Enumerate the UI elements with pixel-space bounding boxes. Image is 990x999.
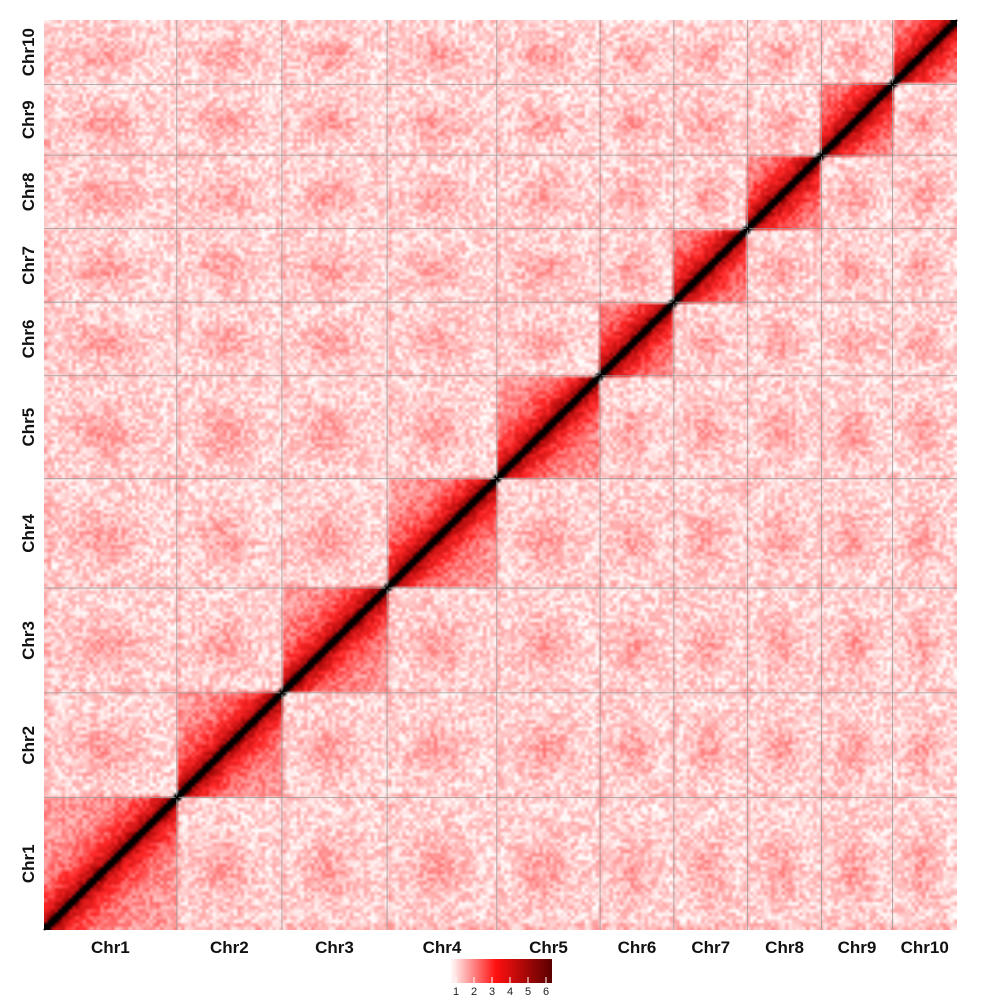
y-tick-label: Chr2 xyxy=(19,726,38,765)
x-tick-label: Chr10 xyxy=(901,938,949,957)
color-scale-tick-label: 5 xyxy=(525,986,531,998)
color-scale-tick-label: 2 xyxy=(471,986,477,998)
contact-matrix xyxy=(43,19,958,931)
y-tick-label: Chr9 xyxy=(19,100,38,139)
x-tick-label: Chr8 xyxy=(765,938,804,957)
x-axis-tick-labels: Chr1 Chr2 Chr3 Chr4 Chr5 Chr6 Chr7 Chr8 Chr9 Chr1… xyxy=(91,938,949,957)
y-tick-label: Chr10 xyxy=(19,28,38,76)
x-tick-label: Chr2 xyxy=(210,938,249,957)
x-tick-label: Chr7 xyxy=(691,938,730,957)
y-tick-label: Chr6 xyxy=(19,320,38,359)
color-scale-tick-label: 3 xyxy=(489,986,495,998)
y-tick-label: Chr3 xyxy=(19,621,38,660)
y-tick-label: Chr8 xyxy=(19,173,38,212)
color-scale-tick-label: 4 xyxy=(507,986,513,998)
x-tick-label: Chr6 xyxy=(618,938,657,957)
y-tick-label: Chr5 xyxy=(19,408,38,447)
x-tick-label: Chr3 xyxy=(315,938,354,957)
diagonal-line xyxy=(43,19,958,931)
color-scale-tick-label: 6 xyxy=(543,986,549,998)
y-tick-label: Chr1 xyxy=(19,844,38,883)
color-scale-tick-label: 1 xyxy=(453,986,459,998)
y-tick-label: Chr7 xyxy=(19,246,38,285)
x-tick-label: Chr4 xyxy=(423,938,462,957)
color-scale-bar xyxy=(450,959,552,983)
x-tick-label: Chr9 xyxy=(838,938,877,957)
x-tick-label: Chr5 xyxy=(529,938,568,957)
x-tick-label: Chr1 xyxy=(91,938,130,957)
y-axis-tick-labels: Chr1 Chr2 Chr3 Chr4 Chr5 Chr6 Chr7 Chr8 Chr9 Chr1… xyxy=(19,28,38,883)
y-tick-label: Chr4 xyxy=(19,513,38,552)
